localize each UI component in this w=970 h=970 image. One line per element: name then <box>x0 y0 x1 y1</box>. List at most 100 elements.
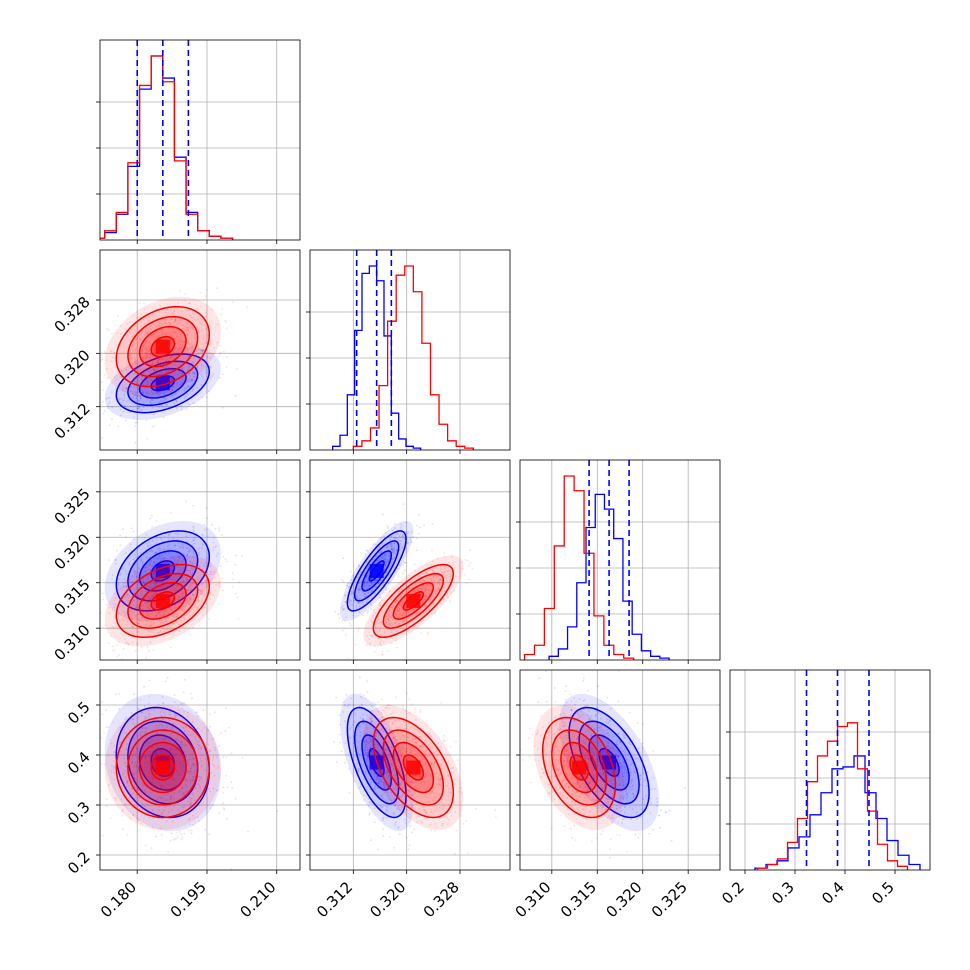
y-tick-label: 0.328 <box>51 293 94 336</box>
red-peak <box>406 760 421 775</box>
red-scatter <box>100 287 249 440</box>
panel-frame <box>729 669 931 871</box>
hist-panel-1 <box>306 249 511 454</box>
blue-histogram <box>754 755 921 870</box>
red-scatter <box>100 695 233 853</box>
panel-frame <box>99 39 301 241</box>
y-tick-label: 0.310 <box>51 621 94 664</box>
red-scatter <box>100 544 241 660</box>
blue-histogram <box>548 493 670 660</box>
hist-panel-2 <box>516 459 721 664</box>
x-tick-label: 0.328 <box>420 878 463 921</box>
red-contour <box>127 729 199 806</box>
y-tick-label: 0.320 <box>51 346 94 389</box>
blue-peak <box>155 376 170 391</box>
blue-contour <box>127 540 199 602</box>
red-contour <box>115 305 211 388</box>
x-tick-label: 0.320 <box>366 878 409 921</box>
red-contour <box>382 572 445 629</box>
scatter-panel-3-0: 0.180 0.195 0.210 0.2 0.3 0.4 0.5 <box>64 669 301 921</box>
red-contour <box>392 581 435 620</box>
red-contour <box>138 325 187 368</box>
y-tick-label: 0.3 <box>64 798 94 828</box>
gridlines <box>100 250 300 450</box>
gridlines <box>100 40 300 240</box>
x-tick-label: 0.320 <box>602 878 645 921</box>
x-tick-label: 0.195 <box>167 878 210 921</box>
gridlines <box>520 670 720 870</box>
x-tick-label: 0.315 <box>557 878 600 921</box>
gridlines <box>310 250 510 450</box>
red-peak <box>155 760 170 775</box>
y-tick-label: 0.2 <box>64 848 94 878</box>
blue-scatter <box>334 503 434 632</box>
red-scatter <box>343 692 497 855</box>
scatter-panel-3-1: 0.312 0.320 0.328 <box>306 669 511 921</box>
blue-contour <box>115 530 211 612</box>
blue-contour <box>588 734 630 791</box>
red-contour <box>138 741 187 794</box>
red-contour <box>138 581 187 620</box>
scatter-panel-2-1 <box>306 459 511 664</box>
x-tick-label: 0.4 <box>818 878 848 908</box>
red-histogram <box>352 265 474 450</box>
blue-peak <box>369 563 384 578</box>
blue-contour <box>568 706 650 819</box>
blue-contour <box>150 748 176 777</box>
red-contour <box>115 716 211 819</box>
blue-contour <box>115 353 211 414</box>
panel-frame <box>99 459 301 661</box>
red-contour <box>392 741 435 794</box>
red-peak <box>572 760 587 775</box>
blue-contour <box>138 367 187 399</box>
blue-contour <box>127 720 199 805</box>
red-contour <box>150 754 176 781</box>
x-tick-label: 0.310 <box>512 878 555 921</box>
panel-frame <box>519 459 721 661</box>
panel-frame <box>99 669 301 871</box>
y-tick-label: 0.325 <box>51 485 94 528</box>
red-contour <box>127 315 199 378</box>
red-contour <box>115 563 211 639</box>
x-tick-label: 0.180 <box>97 878 140 921</box>
x-tick-label: 0.2 <box>718 878 748 908</box>
x-tick-label: 0.3 <box>768 878 798 908</box>
x-tick-label: 0.5 <box>868 878 898 908</box>
y-tick-label: 0.320 <box>51 530 94 573</box>
gridlines <box>730 670 930 870</box>
blue-contour <box>361 550 393 592</box>
blue-contour <box>353 540 400 602</box>
red-contour <box>551 729 608 806</box>
panel-frame <box>309 249 511 451</box>
red-scatter <box>344 549 474 660</box>
red-contour <box>127 572 199 629</box>
gridlines <box>520 460 720 660</box>
y-tick-label: 0.312 <box>51 400 94 443</box>
panel-frame <box>309 669 511 871</box>
blue-contour <box>361 734 393 791</box>
panel-frame <box>309 459 511 661</box>
y-tick-label: 0.5 <box>64 698 94 728</box>
red-scatter <box>520 670 638 859</box>
x-tick-label: 0.325 <box>648 878 691 921</box>
red-contour <box>560 741 599 794</box>
blue-contour <box>346 530 407 612</box>
red-histogram <box>523 475 635 660</box>
panel-frame <box>99 249 301 451</box>
blue-scatter <box>536 677 686 842</box>
blue-contour <box>138 734 187 791</box>
red-histogram <box>756 722 909 870</box>
blue-contour <box>353 720 400 805</box>
y-tick-label: 0.315 <box>51 576 94 619</box>
red-contour <box>372 563 455 639</box>
gridlines <box>100 670 300 870</box>
hist-panel-3: 0.2 0.3 0.4 0.5 <box>718 669 931 908</box>
red-peak <box>155 339 170 354</box>
x-tick-label: 0.312 <box>313 878 356 921</box>
blue-contour <box>578 720 640 805</box>
red-contour <box>150 335 176 358</box>
red-contour <box>382 729 445 806</box>
red-peak <box>155 593 170 608</box>
